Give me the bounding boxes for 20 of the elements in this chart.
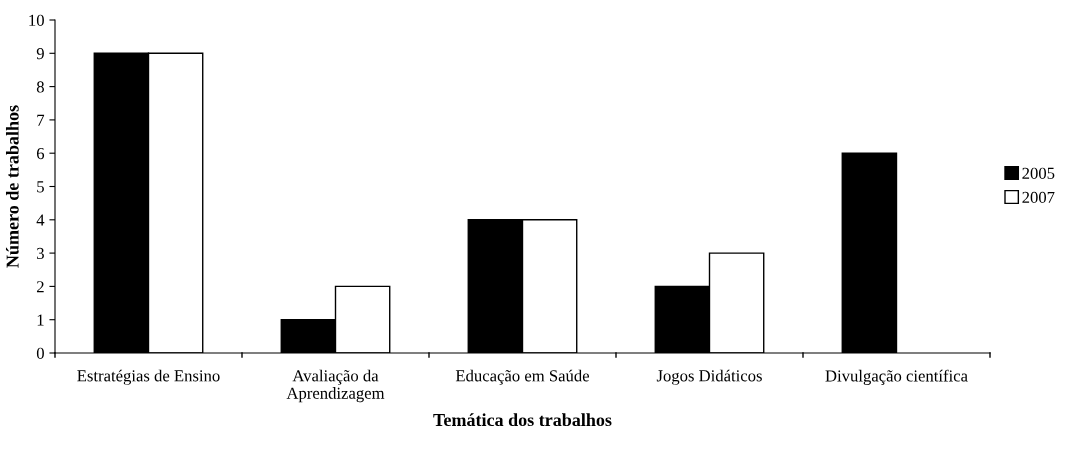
- y-tick-label: 0: [36, 347, 44, 359]
- x-tick-label: Educação em Saúde: [455, 369, 590, 385]
- x-tick-label: Estratégias de Ensino: [77, 369, 220, 385]
- y-tick-label: 10: [29, 14, 44, 26]
- y-tick-label: 6: [36, 147, 45, 160]
- x-tick-label: Jogos Didáticos: [656, 369, 762, 385]
- legend-label: 2007: [1022, 191, 1055, 203]
- y-tick-label: 3: [37, 247, 44, 260]
- y-tick-label: 7: [37, 114, 45, 126]
- y-axis-title: Número de trabalhos: [5, 105, 19, 268]
- y-tick-label: 4: [36, 214, 45, 226]
- y-tick-label: 2: [36, 281, 44, 293]
- y-tick-label: 1: [37, 314, 44, 326]
- y-tick-label: 8: [36, 81, 44, 93]
- x-axis-title: Temática dos trabalhos: [433, 413, 612, 427]
- x-tick-label: Divulgação científica: [825, 369, 968, 385]
- y-tick-label: 9: [36, 48, 44, 60]
- y-tick-label: 5: [37, 181, 44, 193]
- legend-label: 2005: [1022, 167, 1055, 179]
- x-tick-label: Avaliação da Aprendizagem: [286, 369, 385, 403]
